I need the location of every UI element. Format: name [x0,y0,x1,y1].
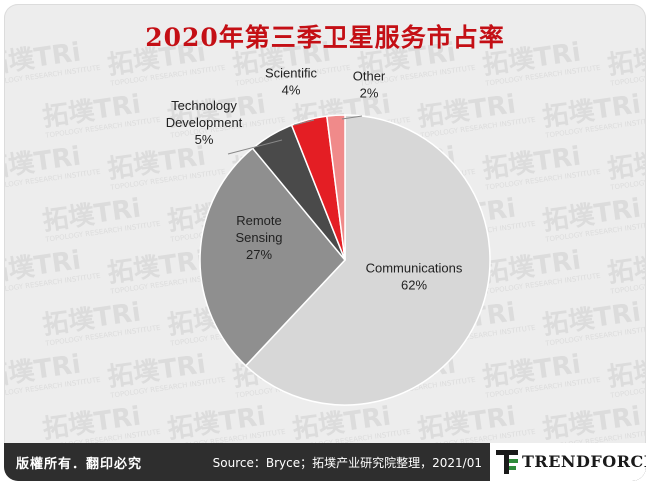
slice-value-label: 27% [246,247,272,262]
pie-slice-communications [244,114,491,406]
leader-line [227,139,283,155]
pie-chart: Communications 62% Remote Sensing 27% Technol… [166,66,491,406]
slice-name-label: Communications [366,261,463,276]
source-note: Source：Bryce；拓墣产业研究院整理，2021/01 [212,456,482,470]
brand-name: TRENDFORCE [522,452,646,471]
slice-value-label: 2% [360,86,379,101]
slice-name-label: Scientific [265,66,318,81]
chart-title: 2020年第三季卫星服务市占率 [145,23,505,52]
slice-label-communications: Communications 62% [366,261,463,293]
slice-name-label: Technology [171,98,237,113]
slice-value-label: 5% [195,132,214,147]
slice-value-label: 4% [282,83,301,98]
slice-name-label: Development [166,115,243,130]
pie-slice-remote-sensing [199,147,346,367]
brand-logo-area: TRENDFORCE [490,443,646,481]
pie-slice-other [325,114,346,261]
slice-name-label: Sensing [236,230,283,245]
slice-label-scientific: Scientific 4% [265,66,318,98]
copyright-notice: 版權所有．翻印必究 [16,457,143,472]
slice-label-technology-development: Technology Development 5% [166,98,243,147]
slice-label-remote-sensing: Remote Sensing 27% [236,213,283,262]
trendforce-logo-icon [496,450,518,474]
slice-name-label: Remote [236,213,282,228]
slice-value-label: 62% [401,278,427,293]
slice-label-other: Other 2% [353,69,386,101]
leader-line [341,115,363,120]
slice-name-label: Other [353,69,386,84]
leader-line [293,119,315,126]
chart-frame: 拓墣TRi TOPOLOGY RESEARCH INSTITUTE 拓墣TRi TOP… [4,4,646,481]
footer-bar: 版權所有．翻印必究 Source：Bryce；拓墣产业研究院整理，2021/01… [4,443,646,481]
